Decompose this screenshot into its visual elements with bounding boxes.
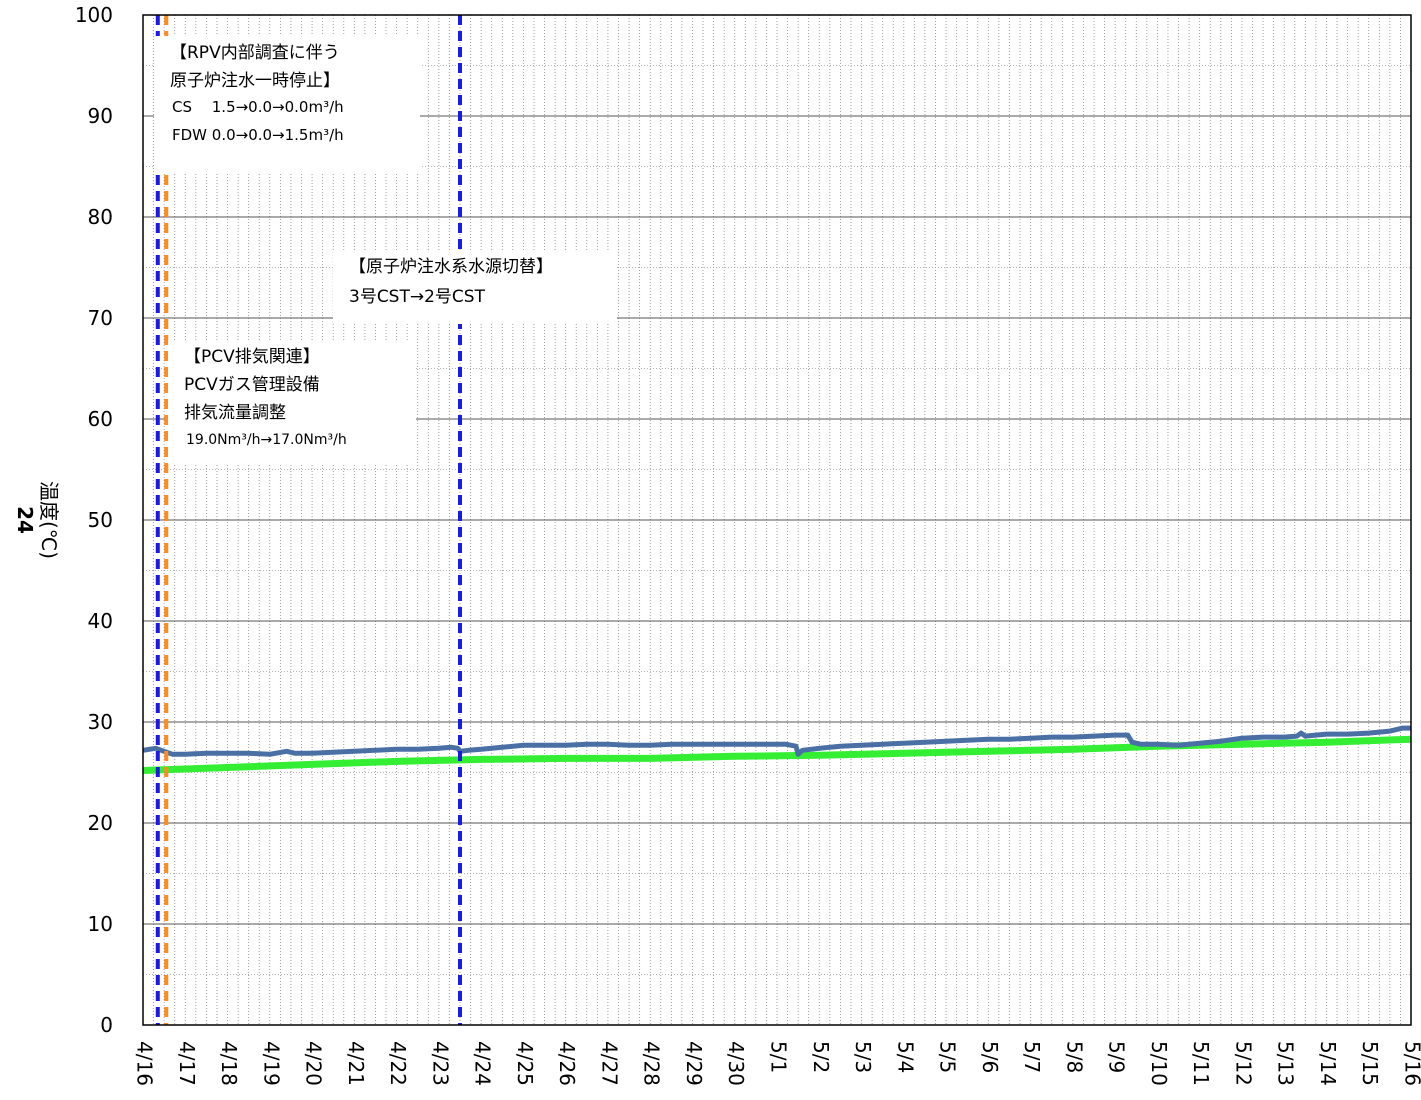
x-tick-label: 5/1 [767,1041,791,1073]
x-tick-label: 5/10 [1147,1041,1171,1086]
x-tick-label: 4/29 [682,1041,706,1086]
annotation-line: 原子炉注水一時停止】 [170,71,340,91]
y-axis-prefix: 24 [13,506,37,534]
annotation-line: 【原子炉注水系水源切替】 [349,257,553,277]
annotation-box [333,250,617,324]
x-tick-label: 4/19 [259,1041,283,1086]
x-tick-label: 4/26 [555,1041,579,1086]
x-tick-label: 4/30 [724,1041,748,1086]
annotation-2: 【原子炉注水系水源切替】 3号CST→2号CST [333,250,617,324]
annotation-box [168,340,416,464]
x-tick-label: 5/11 [1189,1041,1213,1086]
annotation-line: 3号CST→2号CST [349,287,486,307]
y-axis-ticks: 0 10 20 30 40 50 60 70 80 90 100 [75,3,113,1037]
y-tick-label: 100 [75,3,113,27]
y-tick-label: 90 [88,104,113,128]
x-tick-label: 5/13 [1274,1041,1298,1086]
x-tick-label: 5/9 [1105,1041,1129,1073]
x-tick-label: 5/5 [936,1041,960,1073]
x-axis-ticks: 4/16 4/17 4/18 4/19 4/20 4/21 4/22 4/23 4/24 4/25… [133,1041,1421,1086]
x-tick-label: 4/21 [344,1041,368,1086]
x-tick-label: 4/27 [597,1041,621,1086]
annotation-box [154,36,420,172]
x-tick-label: 5/2 [809,1041,833,1073]
x-tick-label: 4/28 [640,1041,664,1086]
y-tick-label: 50 [88,508,113,532]
annotation-line: 【PCV排気関連】 [184,347,320,367]
x-tick-label: 4/16 [133,1041,157,1086]
x-tick-label: 4/20 [302,1041,326,1086]
x-tick-label: 5/3 [851,1041,875,1073]
x-tick-label: 4/17 [175,1041,199,1086]
annotation-line: 排気流量調整 [184,403,286,423]
annotation-subline: 19.0Nm³/h→17.0Nm³/h [186,432,347,448]
x-tick-label: 5/15 [1358,1041,1382,1086]
x-tick-label: 5/12 [1231,1041,1255,1086]
event-lines [155,15,462,1025]
annotation-subline: CS 1.5→0.0→0.0m³/h [172,98,344,116]
y-tick-label: 0 [100,1013,113,1037]
series-line-1 [142,725,1411,757]
series-layer [142,725,1412,774]
x-tick-label: 5/8 [1062,1041,1086,1073]
annotation-line: PCVガス管理設備 [184,375,320,395]
y-tick-label: 70 [88,306,113,330]
annotation-line: 【RPV内部調査に伴う [170,43,340,63]
y-tick-label: 20 [88,811,113,835]
x-tick-label: 5/16 [1401,1041,1421,1086]
x-tick-label: 5/7 [1020,1041,1044,1073]
annotation-subline: FDW 0.0→0.0→1.5m³/h [172,126,344,144]
y-tick-label: 80 [88,205,113,229]
y-tick-label: 60 [88,407,113,431]
x-tick-label: 5/4 [893,1041,917,1073]
plot-frame [142,14,1412,1026]
x-tick-label: 4/18 [217,1041,241,1086]
y-tick-label: 30 [88,710,113,734]
y-axis-label: 24 温度(℃) [13,481,61,559]
x-tick-label: 4/22 [386,1041,410,1086]
x-tick-label: 4/25 [513,1041,537,1086]
y-tick-label: 10 [88,912,113,936]
y-tick-label: 40 [88,609,113,633]
y-axis-title: 温度(℃) [37,481,61,559]
x-tick-label: 5/6 [978,1041,1002,1073]
x-tick-label: 4/24 [471,1041,495,1086]
x-tick-label: 5/14 [1316,1041,1340,1086]
x-tick-label: 4/23 [428,1041,452,1086]
